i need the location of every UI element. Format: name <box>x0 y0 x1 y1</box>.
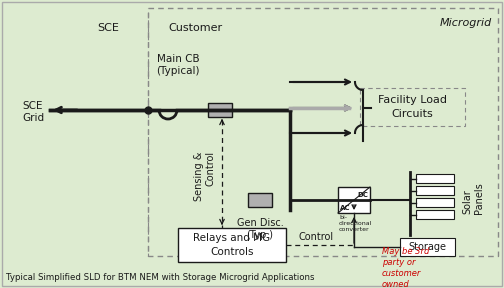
Bar <box>178 228 286 262</box>
Text: Relays and MG
Controls: Relays and MG Controls <box>194 233 271 257</box>
Text: Sensing &
Control: Sensing & Control <box>195 151 216 201</box>
Text: SCE
Grid: SCE Grid <box>22 101 44 123</box>
Text: bi-
directional
converter: bi- directional converter <box>339 215 372 232</box>
Text: Facility Load
Circuits: Facility Load Circuits <box>378 95 447 119</box>
Text: Customer: Customer <box>168 23 222 33</box>
Text: SCE: SCE <box>97 23 119 33</box>
Bar <box>360 88 465 126</box>
Bar <box>416 198 454 207</box>
Bar <box>400 238 455 256</box>
Bar <box>416 210 454 219</box>
Text: Typical Simplified SLD for BTM NEM with Storage Microgrid Applications: Typical Simplified SLD for BTM NEM with … <box>6 273 314 282</box>
Text: Microgrid: Microgrid <box>440 18 492 28</box>
Bar <box>416 174 454 183</box>
Text: May be 3rd
party or
customer
owned: May be 3rd party or customer owned <box>382 247 429 288</box>
Bar <box>416 186 454 195</box>
Text: DC: DC <box>357 192 368 198</box>
Text: Gen Disc.
(Typ.): Gen Disc. (Typ.) <box>236 218 283 240</box>
Bar <box>248 193 272 207</box>
Text: Control: Control <box>298 232 334 242</box>
Bar <box>208 103 232 117</box>
Text: Main CB
(Typical): Main CB (Typical) <box>156 54 200 76</box>
Bar <box>148 8 498 256</box>
Bar <box>338 187 370 213</box>
Text: Storage: Storage <box>409 242 447 252</box>
Text: Solar
Panels: Solar Panels <box>462 182 484 214</box>
Text: AC: AC <box>340 205 350 211</box>
